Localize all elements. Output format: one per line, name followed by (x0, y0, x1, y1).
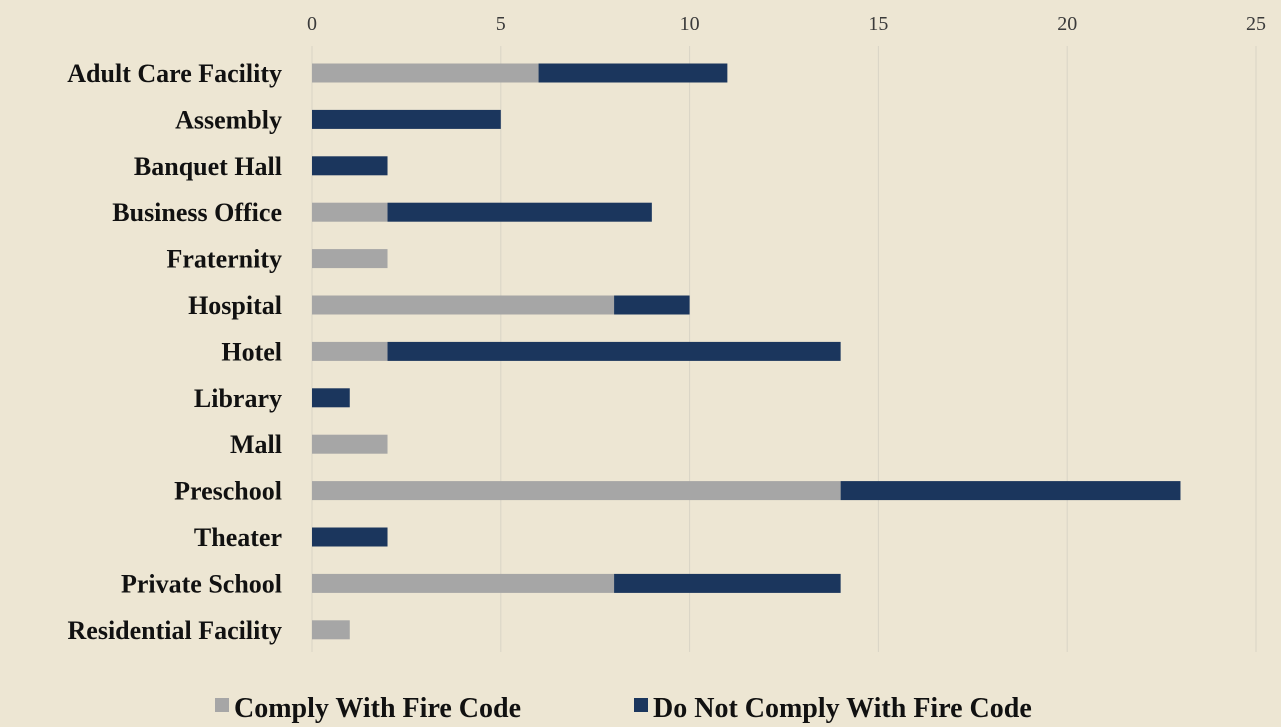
bar-comply (312, 573, 615, 593)
bar-comply (312, 202, 388, 222)
category-label: Hotel (221, 337, 282, 366)
x-axis-ticks: 0 5 10 15 20 25 (307, 13, 1266, 35)
category-label: Fraternity (166, 245, 282, 274)
bar-comply (312, 481, 841, 501)
bar-not-comply (312, 156, 388, 176)
x-tick-label: 10 (680, 13, 700, 35)
bar-comply (312, 295, 615, 315)
bar-not-comply (614, 573, 841, 593)
category-label: Preschool (174, 477, 282, 506)
category-label: Business Office (112, 198, 282, 227)
bar-comply (312, 341, 388, 361)
category-label: Adult Care Facility (67, 59, 282, 88)
bar-comply (312, 620, 350, 640)
legend-label: Do Not Comply With Fire Code (653, 693, 1032, 724)
bars (312, 63, 1181, 640)
bar-not-comply (840, 481, 1181, 501)
x-tick-label: 0 (307, 13, 317, 35)
x-tick-label: 5 (496, 13, 506, 35)
bar-comply (312, 434, 388, 454)
category-label: Banquet Hall (134, 152, 282, 181)
category-label: Assembly (175, 105, 282, 134)
legend-swatch (215, 698, 229, 712)
legend-swatch (634, 698, 648, 712)
bar-not-comply (312, 388, 350, 408)
bar-not-comply (312, 527, 388, 547)
category-label: Private School (121, 569, 282, 598)
x-tick-label: 15 (868, 13, 888, 35)
legend-label: Comply With Fire Code (234, 693, 521, 724)
category-label: Hospital (188, 291, 282, 320)
bar-not-comply (538, 63, 728, 83)
category-label: Library (194, 384, 282, 413)
x-tick-label: 25 (1246, 13, 1266, 35)
bar-not-comply (614, 295, 690, 315)
bar-not-comply (387, 202, 652, 222)
category-labels: Adult Care Facility Assembly Banquet Hall B… (67, 59, 282, 645)
legend: Comply With Fire Code Do Not Comply With … (215, 693, 1032, 724)
x-tick-label: 20 (1057, 13, 1077, 35)
bar-comply (312, 63, 539, 83)
bar-comply (312, 249, 388, 269)
category-label: Mall (230, 430, 282, 459)
bar-not-comply (312, 109, 501, 129)
category-label: Theater (194, 523, 282, 552)
category-label: Residential Facility (68, 616, 282, 645)
bar-not-comply (387, 341, 841, 361)
